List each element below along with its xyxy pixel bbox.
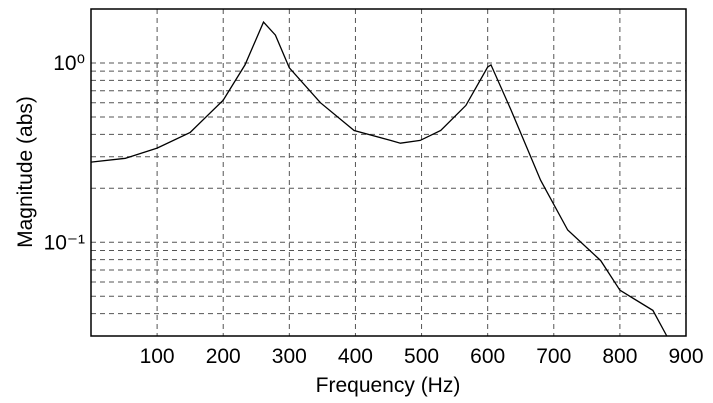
x-tick-label: 100 <box>140 345 175 368</box>
x-tick-label: 900 <box>668 345 703 368</box>
x-tick-label: 800 <box>602 345 637 368</box>
x-tick-label: 400 <box>338 345 373 368</box>
grid <box>91 9 686 336</box>
y-axis-label: Magnitude (abs) <box>14 96 37 248</box>
plot-area <box>91 9 686 336</box>
line <box>90 20 668 337</box>
x-tick-label: 300 <box>272 345 307 368</box>
marks <box>90 20 668 337</box>
x-axis-label: Frequency (Hz) <box>316 374 461 397</box>
y-tick-label: 10⁻¹ <box>44 231 85 254</box>
x-tick-label: 200 <box>206 345 241 368</box>
x-tick-label: 600 <box>470 345 505 368</box>
y-tick-label: 10⁰ <box>53 52 85 75</box>
x-tick-label: 500 <box>404 345 439 368</box>
plot-frame <box>90 8 687 337</box>
x-tick-label: 700 <box>536 345 571 368</box>
